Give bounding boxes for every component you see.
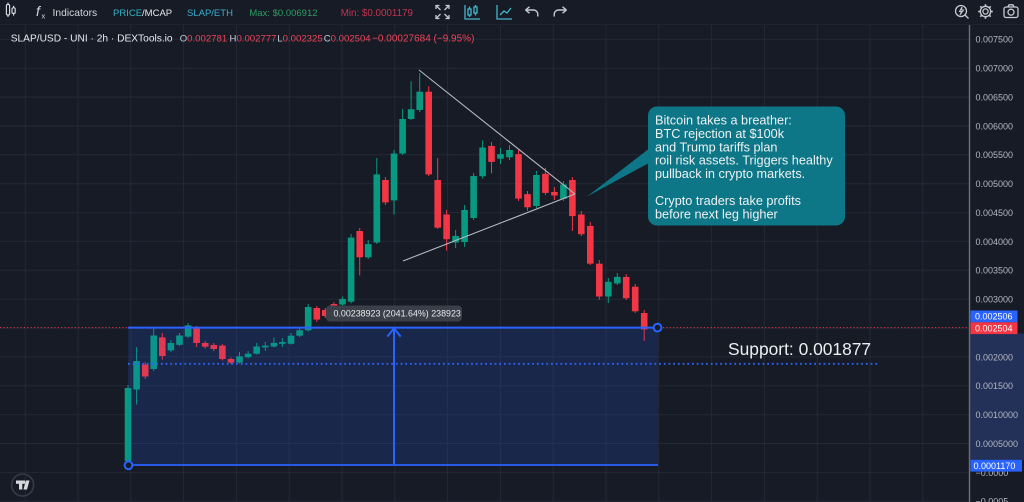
svg-text:Support: 0.001877: Support: 0.001877 xyxy=(728,339,871,359)
svg-text:C0.002504: C0.002504 xyxy=(324,34,372,45)
svg-text:−0.0005: −0.0005 xyxy=(976,497,1009,502)
svg-text:0.004500: 0.004500 xyxy=(976,208,1014,218)
svg-text:−0.0000: −0.0000 xyxy=(976,468,1009,478)
svg-text:O0.002781: O0.002781 xyxy=(180,34,227,45)
svg-text:Max: $0.006912: Max: $0.006912 xyxy=(249,8,317,19)
svg-text:and Trump tariffs plan: and Trump tariffs plan xyxy=(655,140,777,154)
svg-text:0.005500: 0.005500 xyxy=(976,150,1014,160)
svg-text:0.006000: 0.006000 xyxy=(976,121,1014,131)
svg-text:0.002504: 0.002504 xyxy=(975,323,1013,333)
svg-text:0.00238923 (2041.64%) 238923: 0.00238923 (2041.64%) 238923 xyxy=(334,309,461,319)
svg-text:roil risk assets. Triggers hea: roil risk assets. Triggers healthy xyxy=(655,154,833,168)
svg-text:H0.002777: H0.002777 xyxy=(230,34,277,45)
svg-text:PRICE/MCAP: PRICE/MCAP xyxy=(113,8,172,19)
svg-text:Indicators: Indicators xyxy=(53,8,98,19)
svg-text:0.002506: 0.002506 xyxy=(975,312,1013,322)
svg-text:f: f xyxy=(36,3,42,19)
svg-text:0.003000: 0.003000 xyxy=(976,295,1014,305)
svg-text:0.004000: 0.004000 xyxy=(976,237,1014,247)
svg-text:0.002000: 0.002000 xyxy=(976,352,1014,362)
svg-text:0.001500: 0.001500 xyxy=(976,381,1014,391)
svg-text:x: x xyxy=(42,12,46,21)
svg-text:0.003500: 0.003500 xyxy=(976,266,1014,276)
svg-text:0.007500: 0.007500 xyxy=(976,35,1014,45)
svg-text:Bitcoin takes a breather:: Bitcoin takes a breather: xyxy=(655,114,792,128)
svg-text:SLAP/ETH: SLAP/ETH xyxy=(187,8,233,19)
svg-text:Min: $0.0001179: Min: $0.0001179 xyxy=(341,8,413,19)
svg-text:Crypto traders take profits: Crypto traders take profits xyxy=(655,194,801,208)
svg-text:SLAP/USD - UNI · 2h · DEXTools: SLAP/USD - UNI · 2h · DEXTools.io xyxy=(11,34,173,45)
svg-text:0.0001170: 0.0001170 xyxy=(974,461,1016,471)
svg-text:pullback in crypto markets.: pullback in crypto markets. xyxy=(655,167,805,181)
svg-text:0.0005000: 0.0005000 xyxy=(976,439,1019,449)
svg-text:0.0010000: 0.0010000 xyxy=(976,410,1019,420)
svg-text:L0.002325: L0.002325 xyxy=(277,34,322,45)
svg-text:before next leg higher: before next leg higher xyxy=(655,207,779,221)
svg-text:0.007000: 0.007000 xyxy=(976,64,1014,74)
svg-text:0.006500: 0.006500 xyxy=(976,93,1014,103)
svg-text:BTC rejection at $100k: BTC rejection at $100k xyxy=(655,127,785,141)
svg-text:−0.00027684 (−9.95%): −0.00027684 (−9.95%) xyxy=(372,34,474,45)
svg-text:0.005000: 0.005000 xyxy=(976,179,1014,189)
